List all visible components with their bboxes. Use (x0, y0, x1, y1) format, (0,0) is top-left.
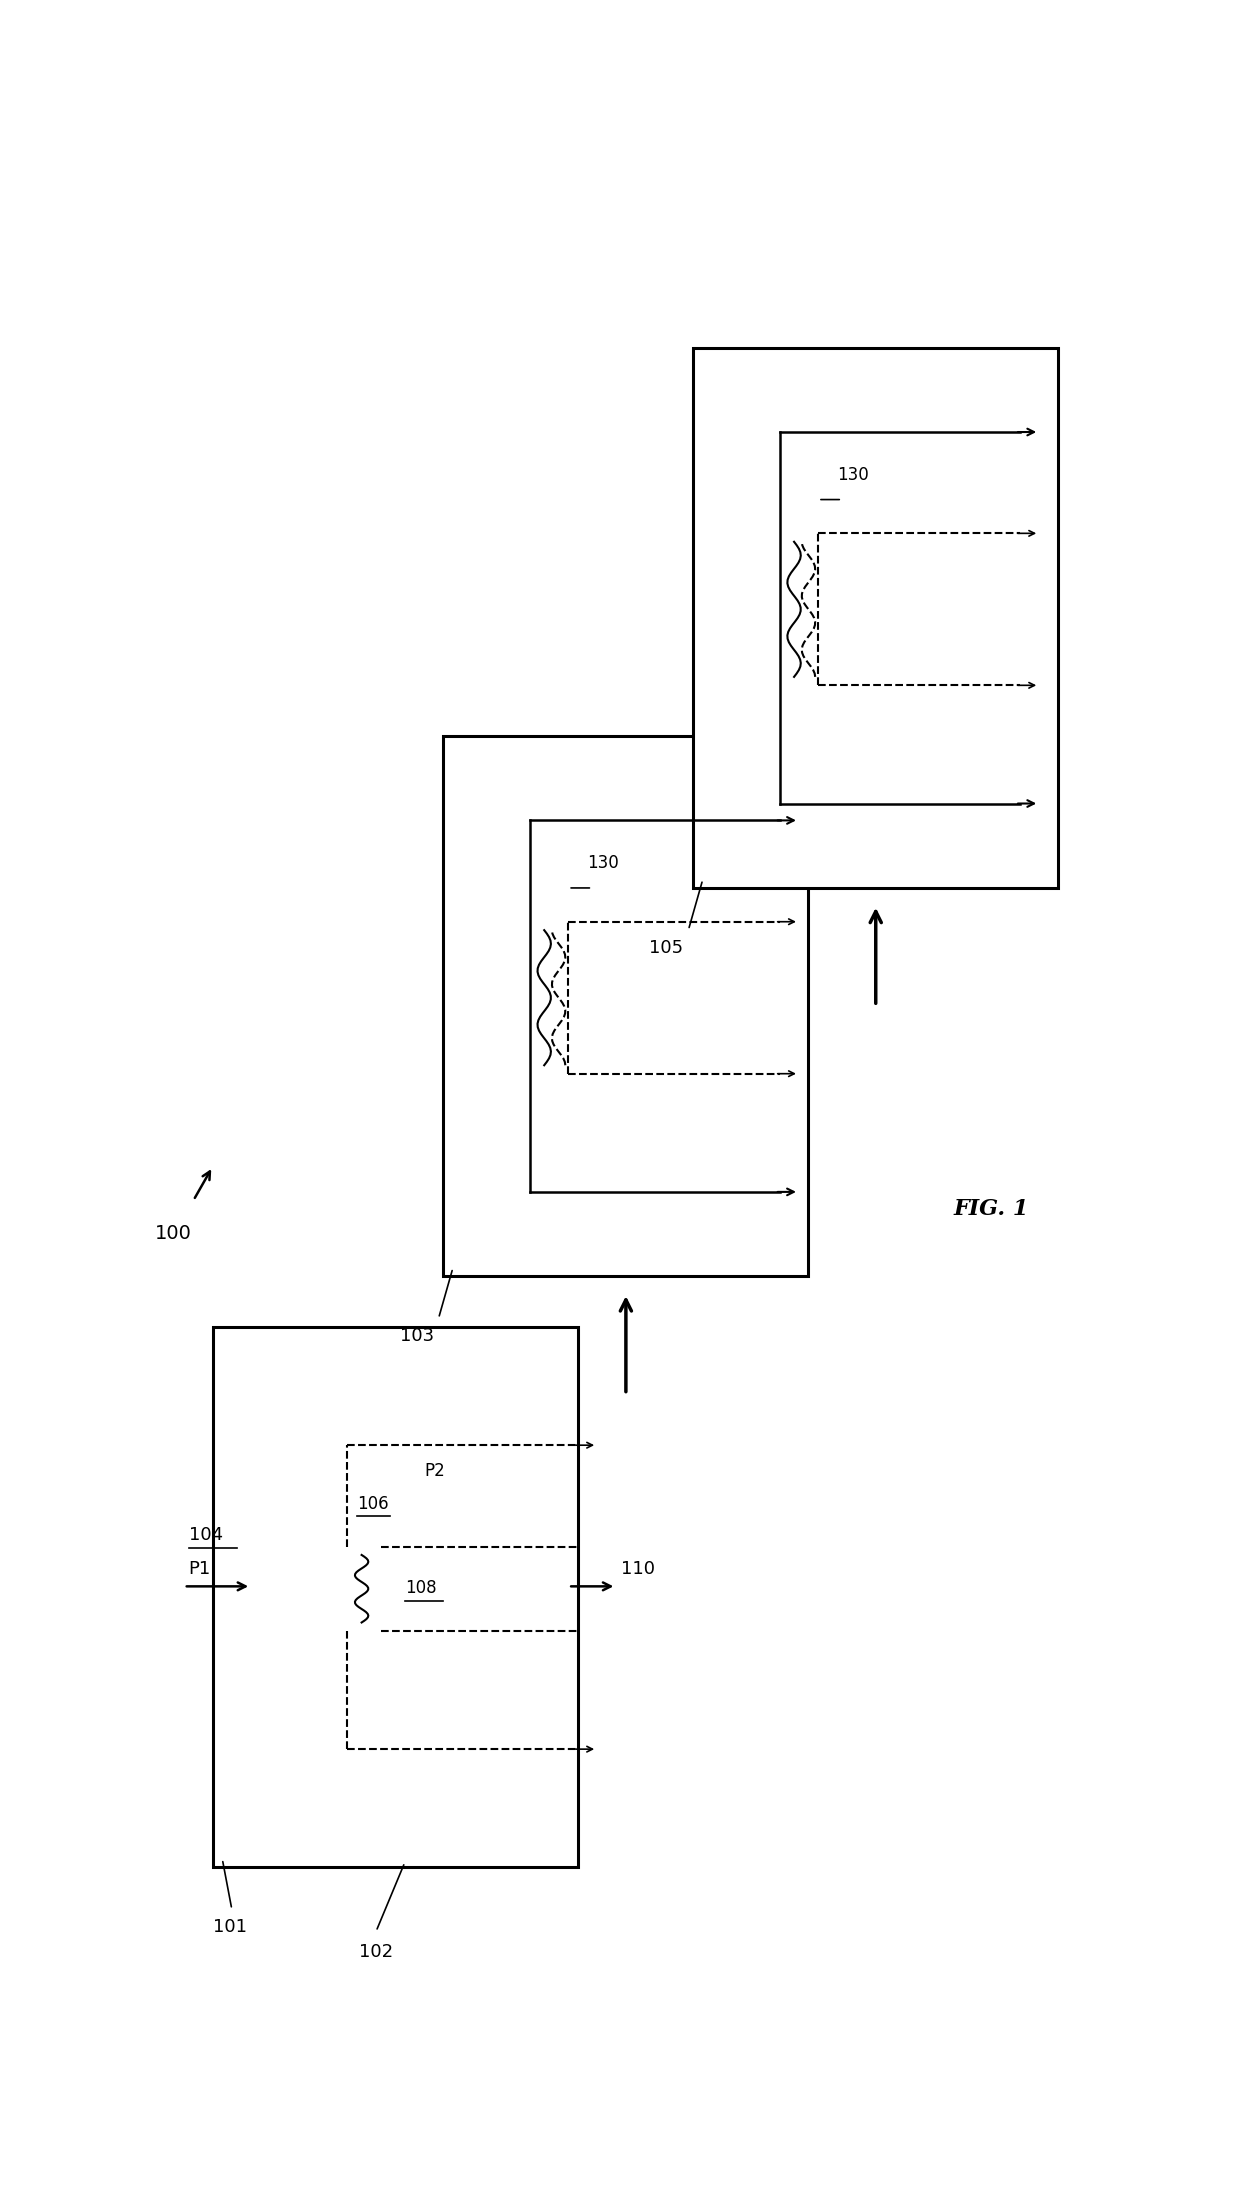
Text: 110: 110 (621, 1559, 655, 1579)
Text: P2: P2 (424, 1463, 445, 1480)
Text: 104: 104 (188, 1526, 223, 1544)
Text: 105: 105 (650, 939, 683, 956)
Bar (693, 349, 1059, 888)
Text: 101: 101 (213, 1919, 247, 1936)
Text: 103: 103 (399, 1327, 434, 1344)
Text: 130: 130 (588, 855, 619, 873)
Bar (444, 737, 808, 1276)
Bar (213, 1327, 578, 1868)
Text: 102: 102 (358, 1943, 393, 1961)
Text: 100: 100 (155, 1224, 192, 1243)
Text: 106: 106 (357, 1496, 388, 1513)
Text: FIG. 1: FIG. 1 (954, 1197, 1029, 1219)
Text: 130: 130 (837, 465, 869, 485)
Text: 108: 108 (404, 1579, 436, 1597)
Text: P1: P1 (188, 1559, 211, 1579)
